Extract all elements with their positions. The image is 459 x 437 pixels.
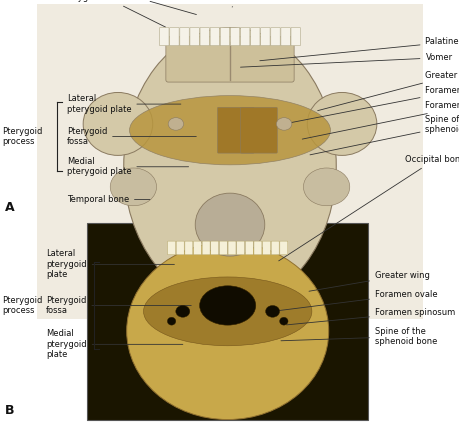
FancyBboxPatch shape [245, 241, 253, 255]
FancyBboxPatch shape [179, 28, 189, 46]
FancyBboxPatch shape [166, 37, 293, 82]
Bar [37, 4, 422, 319]
Text: Zygomatic bone: Zygomatic bone [72, 0, 165, 27]
Ellipse shape [175, 305, 190, 317]
Ellipse shape [307, 93, 376, 156]
Text: A: A [5, 201, 14, 214]
FancyBboxPatch shape [280, 28, 290, 46]
Text: Pterygoid
process: Pterygoid process [2, 296, 43, 315]
Text: Foramen spinosum: Foramen spinosum [302, 101, 459, 139]
Ellipse shape [199, 286, 255, 325]
Text: Lateral
pterygoid
plate: Lateral pterygoid plate [46, 250, 174, 279]
Text: Foramen ovale: Foramen ovale [275, 290, 437, 311]
FancyBboxPatch shape [217, 108, 253, 153]
Text: Greater wing: Greater wing [317, 71, 459, 111]
FancyBboxPatch shape [253, 241, 261, 255]
FancyBboxPatch shape [236, 241, 244, 255]
FancyBboxPatch shape [262, 241, 270, 255]
FancyBboxPatch shape [210, 28, 219, 46]
FancyBboxPatch shape [169, 28, 179, 46]
Text: Greater wing: Greater wing [308, 271, 429, 291]
Ellipse shape [123, 28, 336, 305]
FancyBboxPatch shape [159, 28, 168, 46]
Text: Medial
pterygoid plate: Medial pterygoid plate [67, 157, 188, 177]
Text: Medial
pterygoid
plate: Medial pterygoid plate [46, 329, 182, 359]
Text: Spine of the
sphenoid bone: Spine of the sphenoid bone [309, 115, 459, 155]
FancyBboxPatch shape [279, 241, 287, 255]
Ellipse shape [276, 118, 291, 130]
Text: Spine of the
sphenoid bone: Spine of the sphenoid bone [280, 327, 437, 346]
FancyBboxPatch shape [228, 241, 235, 255]
FancyBboxPatch shape [219, 241, 227, 255]
Ellipse shape [110, 168, 156, 206]
FancyBboxPatch shape [270, 28, 280, 46]
FancyBboxPatch shape [185, 241, 192, 255]
Ellipse shape [129, 96, 330, 165]
Text: Lateral
pterygoid plate: Lateral pterygoid plate [67, 94, 180, 114]
Bar [87, 223, 367, 420]
Ellipse shape [143, 277, 311, 346]
Ellipse shape [167, 317, 175, 325]
FancyBboxPatch shape [271, 241, 279, 255]
FancyBboxPatch shape [193, 241, 201, 255]
Text: Occipital bone: Occipital bone [278, 155, 459, 261]
FancyBboxPatch shape [167, 241, 175, 255]
FancyBboxPatch shape [230, 28, 239, 46]
FancyBboxPatch shape [240, 108, 277, 153]
Text: Frontal bone: Frontal bone [95, 0, 196, 14]
FancyBboxPatch shape [250, 28, 259, 46]
FancyBboxPatch shape [260, 28, 269, 46]
Ellipse shape [195, 193, 264, 256]
Ellipse shape [265, 305, 279, 317]
FancyBboxPatch shape [291, 28, 300, 46]
FancyBboxPatch shape [240, 28, 249, 46]
Text: Foramen spinosum: Foramen spinosum [286, 308, 454, 325]
Ellipse shape [279, 317, 287, 325]
FancyBboxPatch shape [202, 241, 210, 255]
Text: Pterygoid
fossa: Pterygoid fossa [46, 296, 191, 315]
FancyBboxPatch shape [176, 241, 184, 255]
Text: B: B [5, 404, 14, 417]
FancyBboxPatch shape [200, 28, 209, 46]
Text: Temporal bone: Temporal bone [67, 195, 150, 204]
FancyBboxPatch shape [210, 241, 218, 255]
Text: Pterygoid
fossa: Pterygoid fossa [67, 127, 196, 146]
Ellipse shape [126, 243, 328, 420]
Ellipse shape [303, 168, 349, 206]
Ellipse shape [83, 93, 152, 156]
Text: Foramen ovale: Foramen ovale [286, 86, 459, 123]
Text: Vomer: Vomer [240, 53, 452, 67]
Text: Pterygoid
process: Pterygoid process [2, 127, 43, 146]
Text: Maxilla: Maxilla [229, 0, 258, 7]
Text: Palatine bone: Palatine bone [259, 37, 459, 61]
FancyBboxPatch shape [220, 28, 229, 46]
Ellipse shape [168, 118, 183, 130]
FancyBboxPatch shape [190, 28, 199, 46]
